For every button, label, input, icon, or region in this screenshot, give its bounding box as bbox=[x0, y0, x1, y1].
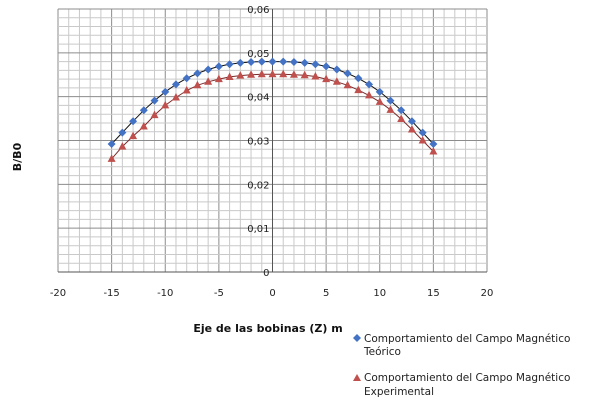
point-teorico bbox=[225, 60, 234, 69]
point-experimental bbox=[257, 69, 266, 78]
point-experimental bbox=[311, 72, 320, 80]
y-tick-label: 0,06 bbox=[247, 5, 269, 16]
point-teorico bbox=[332, 65, 341, 74]
point-experimental bbox=[332, 77, 341, 85]
point-experimental bbox=[129, 131, 138, 140]
legend-label-teorico-line2: Teórico bbox=[363, 346, 401, 358]
point-experimental bbox=[150, 110, 159, 119]
y-tick-label: 0,01 bbox=[247, 224, 269, 235]
point-experimental bbox=[322, 74, 331, 83]
x-tick-label: 5 bbox=[323, 288, 329, 299]
x-tick-label: 15 bbox=[427, 288, 440, 299]
point-experimental bbox=[225, 72, 234, 80]
point-experimental bbox=[214, 74, 223, 83]
point-experimental bbox=[407, 125, 416, 133]
y-tick-label: 0,05 bbox=[247, 49, 269, 60]
x-axis-title: Eje de las bobinas (Z) m bbox=[193, 322, 342, 335]
point-teorico bbox=[429, 140, 438, 149]
point-teorico bbox=[193, 69, 202, 78]
point-experimental bbox=[386, 105, 395, 113]
point-teorico bbox=[257, 57, 266, 66]
point-teorico bbox=[204, 65, 213, 74]
point-teorico bbox=[397, 106, 406, 115]
point-experimental bbox=[161, 100, 170, 109]
point-experimental bbox=[365, 90, 374, 99]
point-experimental bbox=[171, 93, 180, 101]
point-teorico bbox=[343, 69, 352, 78]
legend-triangle-marker bbox=[353, 374, 361, 381]
point-teorico bbox=[139, 106, 148, 115]
y-axis-title: B/B0 bbox=[11, 142, 24, 171]
legend-label-experimental-line2: Experimental bbox=[364, 386, 434, 398]
point-teorico bbox=[311, 60, 320, 69]
legend-label-teorico-line1: Comportamiento del Campo Magnético bbox=[364, 333, 570, 345]
point-teorico bbox=[322, 62, 331, 71]
data-markers bbox=[107, 57, 438, 162]
chart-legend: Comportamiento del Campo Magnético Teóri… bbox=[353, 333, 570, 398]
point-experimental bbox=[397, 114, 406, 123]
x-tick-label: -20 bbox=[50, 288, 66, 299]
point-teorico bbox=[365, 80, 374, 89]
y-tick-label: 0,03 bbox=[247, 137, 269, 148]
point-teorico bbox=[150, 96, 159, 105]
y-tick-label: 0,04 bbox=[247, 93, 269, 104]
point-experimental bbox=[289, 70, 298, 78]
point-teorico bbox=[107, 140, 116, 149]
point-experimental bbox=[300, 70, 309, 79]
point-teorico bbox=[236, 58, 245, 67]
point-teorico bbox=[407, 117, 416, 126]
legend-diamond-marker bbox=[353, 334, 361, 342]
x-tick-label: -15 bbox=[103, 288, 119, 299]
point-teorico bbox=[386, 96, 395, 105]
point-experimental bbox=[204, 77, 213, 85]
point-experimental bbox=[182, 86, 191, 94]
point-teorico bbox=[129, 117, 138, 126]
point-experimental bbox=[375, 97, 384, 105]
legend-label-experimental-line1: Comportamiento del Campo Magnético bbox=[364, 372, 570, 384]
point-experimental bbox=[268, 69, 277, 78]
point-experimental bbox=[193, 80, 202, 89]
x-tick-label: -5 bbox=[214, 288, 224, 299]
point-experimental bbox=[139, 121, 148, 130]
point-experimental bbox=[429, 146, 438, 155]
point-teorico bbox=[375, 87, 384, 96]
chart-gridlines bbox=[57, 8, 488, 273]
point-experimental bbox=[107, 154, 116, 162]
point-experimental bbox=[279, 69, 288, 78]
point-teorico bbox=[214, 62, 223, 71]
x-tick-label: 20 bbox=[481, 288, 494, 299]
point-teorico bbox=[247, 58, 256, 67]
point-teorico bbox=[268, 57, 277, 66]
point-teorico bbox=[161, 87, 170, 96]
point-teorico bbox=[418, 128, 427, 137]
x-tick-label: -10 bbox=[157, 288, 173, 299]
point-teorico bbox=[279, 57, 288, 66]
point-teorico bbox=[171, 80, 180, 89]
y-tick-label: 0 bbox=[263, 268, 269, 279]
point-experimental bbox=[354, 85, 363, 94]
x-tick-label: 0 bbox=[269, 288, 275, 299]
point-teorico bbox=[118, 128, 127, 137]
point-teorico bbox=[300, 58, 309, 67]
point-experimental bbox=[247, 70, 256, 78]
point-experimental bbox=[236, 71, 245, 79]
y-tick-label: 0,02 bbox=[247, 180, 269, 191]
point-experimental bbox=[418, 136, 427, 144]
axis-ticks: -20 -15 -10 -5 0 5 10 15 20 0 0,01 0,02 0,03 0,04 0,05… bbox=[50, 5, 494, 299]
point-teorico bbox=[289, 58, 298, 67]
point-teorico bbox=[182, 74, 191, 83]
point-teorico bbox=[354, 74, 363, 83]
point-experimental bbox=[118, 142, 127, 150]
x-tick-label: 10 bbox=[373, 288, 386, 299]
point-experimental bbox=[343, 80, 352, 89]
